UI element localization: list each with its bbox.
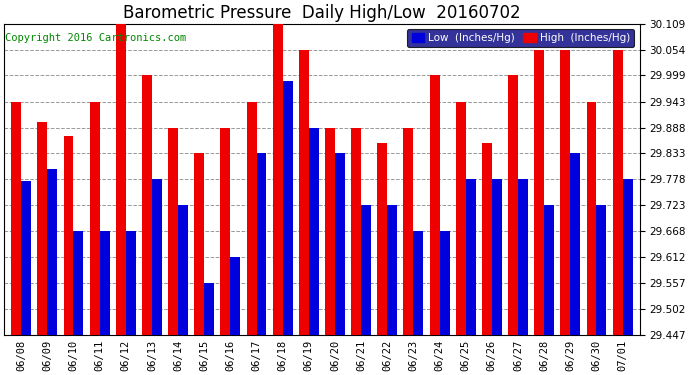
Bar (220, 128, 230, 335)
Bar (613, 50, 622, 335)
Bar (482, 143, 492, 335)
Bar (204, 283, 214, 335)
Bar (387, 205, 397, 335)
Bar (142, 75, 152, 335)
Bar (596, 205, 607, 335)
Bar (152, 179, 162, 335)
Bar (586, 102, 596, 335)
Bar (126, 231, 136, 335)
Text: Copyright 2016 Cartronics.com: Copyright 2016 Cartronics.com (6, 33, 187, 43)
Bar (37, 122, 48, 335)
Bar (283, 81, 293, 335)
Bar (622, 179, 633, 335)
Bar (492, 179, 502, 335)
Bar (116, 24, 126, 335)
Bar (325, 128, 335, 335)
Bar (246, 102, 257, 335)
Bar (63, 136, 73, 335)
Bar (257, 153, 266, 335)
Bar (299, 50, 309, 335)
Bar (456, 102, 466, 335)
Bar (413, 231, 424, 335)
Bar (571, 153, 580, 335)
Bar (351, 128, 361, 335)
Bar (430, 75, 440, 335)
Bar (508, 75, 518, 335)
Bar (309, 128, 319, 335)
Bar (73, 231, 83, 335)
Title: Barometric Pressure  Daily High/Low  20160702: Barometric Pressure Daily High/Low 20160… (123, 4, 521, 22)
Legend: Low  (Inches/Hg), High  (Inches/Hg): Low (Inches/Hg), High (Inches/Hg) (407, 29, 634, 47)
Bar (178, 205, 188, 335)
Bar (404, 128, 413, 335)
Bar (21, 181, 31, 335)
Bar (230, 257, 240, 335)
Bar (377, 143, 387, 335)
Bar (273, 24, 283, 335)
Bar (11, 102, 21, 335)
Bar (518, 179, 528, 335)
Bar (361, 205, 371, 335)
Bar (335, 153, 345, 335)
Bar (440, 231, 449, 335)
Bar (90, 102, 99, 335)
Bar (48, 169, 57, 335)
Bar (544, 205, 554, 335)
Bar (534, 50, 544, 335)
Bar (99, 231, 110, 335)
Bar (560, 50, 571, 335)
Bar (195, 153, 204, 335)
Bar (466, 179, 475, 335)
Bar (168, 128, 178, 335)
